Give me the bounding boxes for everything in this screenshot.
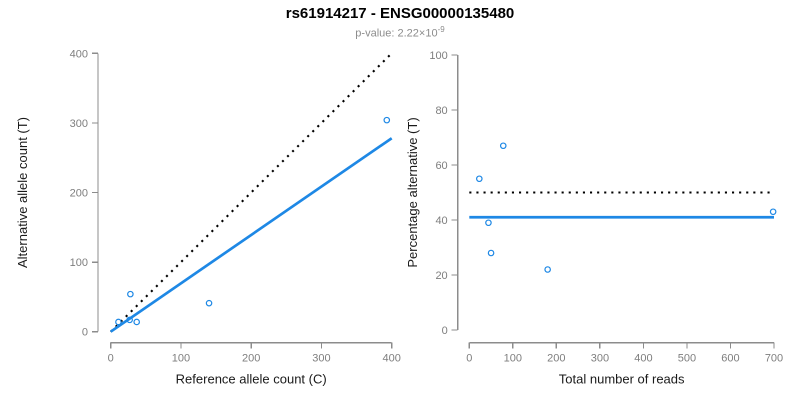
data-point bbox=[126, 316, 133, 324]
y-tick-label: 0 bbox=[442, 325, 448, 337]
x-tick-label: 500 bbox=[678, 353, 696, 365]
chart-header: rs61914217 - ENSG00000135480 p-value: 2.… bbox=[0, 5, 800, 41]
x-tick-label: 100 bbox=[504, 353, 522, 365]
y-tick-label: 200 bbox=[70, 188, 88, 200]
x-axis-title: Total number of reads bbox=[559, 372, 685, 387]
x-tick-label: 400 bbox=[383, 353, 401, 365]
data-point bbox=[133, 318, 140, 326]
left-scatter-plot: 0 100 200 300 400 0 100 200 300 400 Reference alle… bbox=[15, 48, 401, 387]
x-tick-label: 200 bbox=[547, 353, 565, 365]
y-tick-label: 300 bbox=[70, 118, 88, 130]
y-tick-label: 100 bbox=[70, 257, 88, 269]
data-point bbox=[769, 208, 777, 216]
data-point bbox=[115, 318, 122, 326]
data-point bbox=[476, 175, 483, 183]
x-tick-label: 0 bbox=[466, 353, 472, 365]
y-axis-title: Percentage alternative (T) bbox=[405, 117, 420, 267]
p-value-subtitle: p-value: 2.22×10-9 bbox=[0, 25, 800, 41]
x-tick-label: 200 bbox=[242, 353, 260, 365]
data-point bbox=[485, 219, 492, 227]
x-axis-title: Reference allele count (C) bbox=[176, 372, 327, 387]
identity-line bbox=[109, 52, 393, 333]
data-point bbox=[383, 116, 391, 124]
x-tick-label: 600 bbox=[721, 353, 739, 365]
data-point bbox=[544, 266, 551, 273]
y-tick-label: 0 bbox=[82, 327, 88, 339]
right-scatter-plot: 0 20 40 60 80 100 0 100 200 300 400 500 600 700 Total … bbox=[405, 50, 783, 387]
plot-title: rs61914217 - ENSG00000135480 bbox=[285, 5, 515, 22]
data-point bbox=[487, 249, 495, 257]
x-tick-label: 400 bbox=[634, 353, 652, 365]
y-tick-label: 400 bbox=[70, 48, 88, 60]
regression-line bbox=[109, 137, 393, 333]
y-tick-label: 20 bbox=[435, 270, 447, 282]
data-point bbox=[127, 290, 134, 298]
p-value-text: p-value: 2.22×10 bbox=[355, 27, 438, 40]
y-tick-label: 80 bbox=[435, 105, 447, 117]
y-axis-title: Alternative allele count (T) bbox=[15, 117, 30, 268]
data-point bbox=[499, 142, 507, 150]
x-tick-label: 300 bbox=[591, 353, 609, 365]
x-tick-label: 700 bbox=[765, 353, 783, 365]
p-value-exponent: -9 bbox=[437, 24, 445, 34]
x-tick-label: 300 bbox=[312, 353, 330, 365]
y-tick-label: 40 bbox=[435, 215, 447, 227]
data-point bbox=[205, 299, 213, 307]
x-tick-label: 100 bbox=[172, 353, 190, 365]
y-tick-label: 100 bbox=[429, 50, 447, 62]
y-tick-label: 60 bbox=[435, 160, 447, 172]
x-tick-label: 0 bbox=[108, 353, 114, 365]
